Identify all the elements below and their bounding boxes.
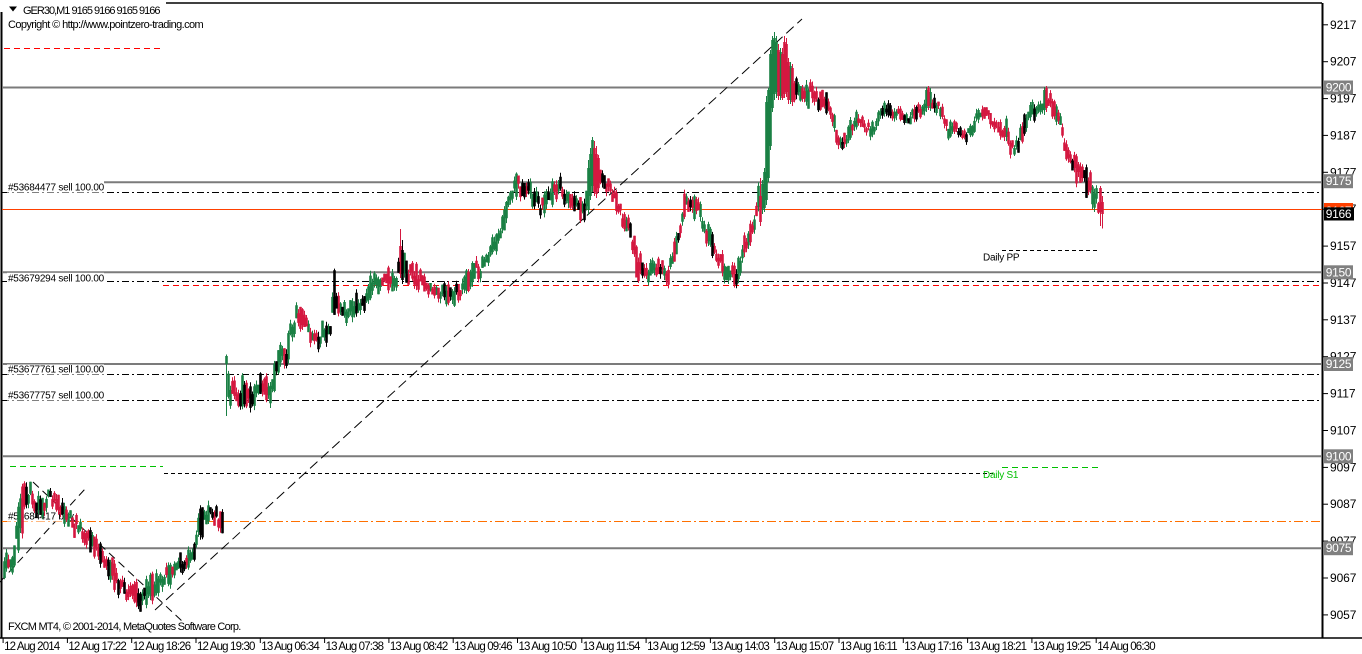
svg-text:13 Aug 08:42: 13 Aug 08:42 [390, 641, 448, 653]
svg-text:9100: 9100 [1326, 449, 1352, 463]
svg-text:#53684477 sell 100.00: #53684477 sell 100.00 [8, 183, 105, 194]
svg-text:9147: 9147 [1330, 276, 1357, 290]
svg-text:12 Aug 17:22: 12 Aug 17:22 [68, 641, 126, 653]
svg-text:9197: 9197 [1330, 92, 1357, 106]
svg-text:14 Aug 06:30: 14 Aug 06:30 [1097, 641, 1155, 653]
svg-text:GER30,M1 9165 9166 9165 9166: GER30,M1 9165 9166 9165 9166 [23, 5, 160, 17]
svg-text:13 Aug 11:54: 13 Aug 11:54 [583, 641, 641, 653]
svg-text:13 Aug 19:25: 13 Aug 19:25 [1033, 641, 1091, 653]
svg-text:Copyright © http://www.pointze: Copyright © http://www.pointzero-trading… [8, 19, 204, 31]
svg-text:9057: 9057 [1330, 608, 1357, 622]
svg-text:13 Aug 06:34: 13 Aug 06:34 [261, 641, 320, 653]
svg-text:13 Aug 18:21: 13 Aug 18:21 [969, 641, 1027, 653]
svg-text:13 Aug 09:46: 13 Aug 09:46 [454, 641, 512, 653]
svg-text:#53684417 buy: #53684417 buy [8, 512, 74, 523]
svg-text:9137: 9137 [1330, 313, 1357, 327]
svg-text:9200: 9200 [1326, 81, 1352, 95]
svg-text:9157: 9157 [1330, 239, 1357, 253]
svg-text:9166: 9166 [1326, 207, 1352, 221]
svg-text:13 Aug 14:03: 13 Aug 14:03 [711, 641, 769, 653]
svg-text:#53679294 sell 100.00: #53679294 sell 100.00 [8, 274, 105, 285]
svg-text:9117: 9117 [1330, 387, 1356, 401]
svg-text:9075: 9075 [1326, 541, 1352, 555]
svg-text:FXCM MT4, © 2001-2014, MetaQuo: FXCM MT4, © 2001-2014, MetaQuotes Softwa… [8, 621, 241, 633]
svg-text:13 Aug 15:07: 13 Aug 15:07 [776, 641, 834, 653]
svg-text:13 Aug 16:11: 13 Aug 16:11 [840, 641, 897, 653]
svg-text:9150: 9150 [1326, 265, 1352, 279]
svg-text:9217: 9217 [1330, 18, 1357, 32]
svg-text:#53677757 sell 100.00: #53677757 sell 100.00 [8, 391, 105, 402]
svg-text:9187: 9187 [1330, 128, 1357, 142]
svg-text:13 Aug 12:59: 13 Aug 12:59 [647, 641, 705, 653]
svg-text:9087: 9087 [1330, 497, 1357, 511]
svg-text:Daily PP: Daily PP [983, 253, 1020, 264]
svg-text:9207: 9207 [1330, 55, 1357, 69]
svg-text:12 Aug 2014: 12 Aug 2014 [4, 641, 61, 653]
svg-text:9067: 9067 [1330, 571, 1357, 585]
svg-text:#53677761 sell 100.00: #53677761 sell 100.00 [8, 365, 105, 376]
svg-text:13 Aug 17:16: 13 Aug 17:16 [904, 641, 962, 653]
svg-text:9107: 9107 [1330, 424, 1357, 438]
svg-text:Daily S1: Daily S1 [983, 470, 1019, 481]
svg-text:13 Aug 10:50: 13 Aug 10:50 [519, 641, 577, 653]
svg-text:9125: 9125 [1326, 357, 1352, 371]
svg-text:9175: 9175 [1326, 174, 1352, 188]
svg-text:12 Aug 18:26: 12 Aug 18:26 [133, 641, 191, 653]
svg-text:13 Aug 07:38: 13 Aug 07:38 [326, 641, 384, 653]
svg-text:9097: 9097 [1330, 460, 1357, 474]
svg-text:12 Aug 19:30: 12 Aug 19:30 [197, 641, 255, 653]
